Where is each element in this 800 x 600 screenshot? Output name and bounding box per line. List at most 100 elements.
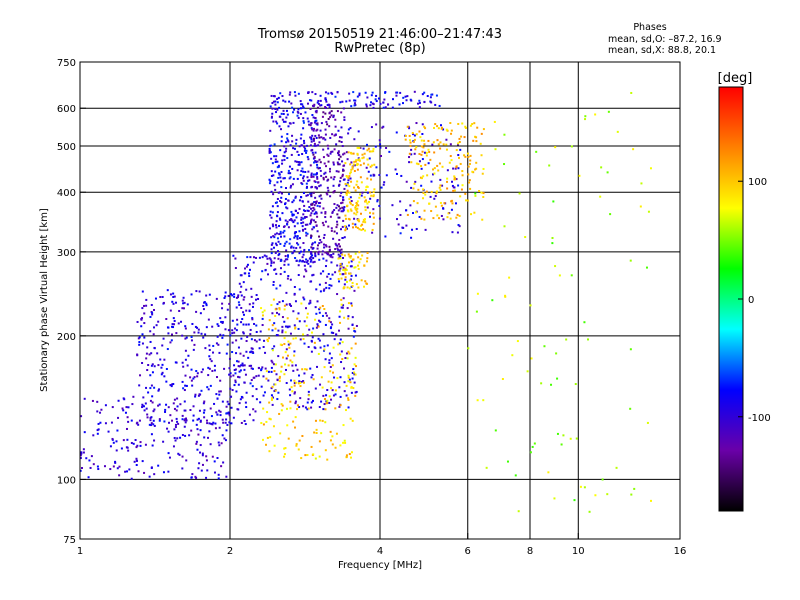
data-point — [261, 438, 264, 441]
data-point — [222, 461, 225, 464]
data-point — [283, 244, 286, 247]
data-point — [314, 419, 317, 422]
data-point — [270, 252, 273, 255]
data-point — [270, 243, 273, 246]
data-point — [177, 422, 180, 425]
data-point — [455, 178, 458, 181]
data-point — [342, 219, 345, 222]
data-point — [358, 146, 361, 149]
data-point — [303, 204, 306, 207]
data-point — [374, 145, 377, 148]
data-point — [344, 214, 347, 217]
data-point — [214, 427, 217, 430]
data-point — [283, 455, 286, 458]
data-point — [207, 366, 210, 369]
data-point — [356, 95, 359, 98]
data-point — [357, 186, 360, 189]
data-point — [437, 169, 440, 172]
data-point — [449, 143, 452, 146]
data-point — [405, 180, 408, 183]
data-point — [367, 200, 370, 203]
data-point — [329, 439, 332, 442]
data-point — [357, 130, 360, 133]
data-point — [629, 259, 632, 262]
data-point — [339, 353, 342, 356]
data-point — [328, 170, 331, 173]
data-point — [171, 323, 174, 326]
data-point — [318, 205, 321, 208]
data-point — [310, 255, 313, 258]
data-point — [354, 223, 357, 226]
data-point — [294, 300, 297, 303]
data-point — [420, 167, 423, 170]
data-point — [364, 200, 367, 203]
data-point — [324, 281, 327, 284]
data-point — [270, 394, 273, 397]
data-point — [524, 236, 527, 239]
data-point — [298, 288, 301, 291]
data-point — [284, 203, 287, 206]
data-point — [310, 122, 313, 125]
data-point — [319, 306, 322, 309]
data-point — [436, 139, 439, 142]
data-point — [152, 333, 155, 336]
data-point — [283, 343, 286, 346]
data-point — [349, 196, 352, 199]
data-point — [447, 212, 450, 215]
data-point — [322, 394, 325, 397]
data-point — [601, 478, 604, 481]
data-point — [320, 136, 323, 139]
data-point — [335, 143, 338, 146]
data-point — [437, 217, 440, 220]
data-point — [199, 393, 202, 396]
data-point — [457, 143, 460, 146]
data-point — [188, 434, 191, 437]
data-point — [196, 375, 199, 378]
data-point — [308, 394, 311, 397]
data-point — [397, 223, 400, 226]
data-point — [347, 317, 350, 320]
data-point — [203, 436, 206, 439]
data-point — [345, 352, 348, 355]
data-point — [450, 159, 453, 162]
data-point — [232, 374, 235, 377]
data-point — [268, 319, 271, 322]
data-point — [340, 251, 343, 254]
data-point — [609, 213, 612, 216]
data-point — [270, 397, 273, 400]
data-point — [347, 128, 350, 131]
data-point — [220, 465, 223, 468]
data-point — [437, 143, 440, 146]
data-point — [348, 175, 351, 178]
data-point — [369, 104, 372, 107]
data-point — [281, 356, 284, 359]
data-point — [366, 191, 369, 194]
data-point — [408, 156, 411, 159]
data-point — [214, 422, 217, 425]
data-point — [424, 228, 427, 231]
data-point — [516, 340, 519, 343]
data-point — [335, 206, 338, 209]
data-point — [320, 122, 323, 125]
data-point — [469, 187, 472, 190]
data-point — [289, 186, 292, 189]
data-point — [295, 138, 298, 141]
data-point — [341, 201, 344, 204]
data-point — [353, 164, 356, 167]
data-point — [299, 397, 302, 400]
data-point — [296, 237, 299, 240]
data-point — [230, 406, 233, 409]
data-point — [157, 364, 160, 367]
data-point — [153, 308, 156, 311]
data-point — [531, 445, 534, 448]
data-point — [288, 303, 291, 306]
data-point — [273, 444, 276, 447]
data-point — [353, 381, 356, 384]
data-point — [199, 419, 202, 422]
data-point — [196, 326, 199, 329]
data-point — [324, 106, 327, 109]
data-point — [273, 257, 276, 260]
y-axis-label: Stationary phase Virtual Height [km] — [39, 208, 50, 392]
data-point — [264, 268, 267, 271]
